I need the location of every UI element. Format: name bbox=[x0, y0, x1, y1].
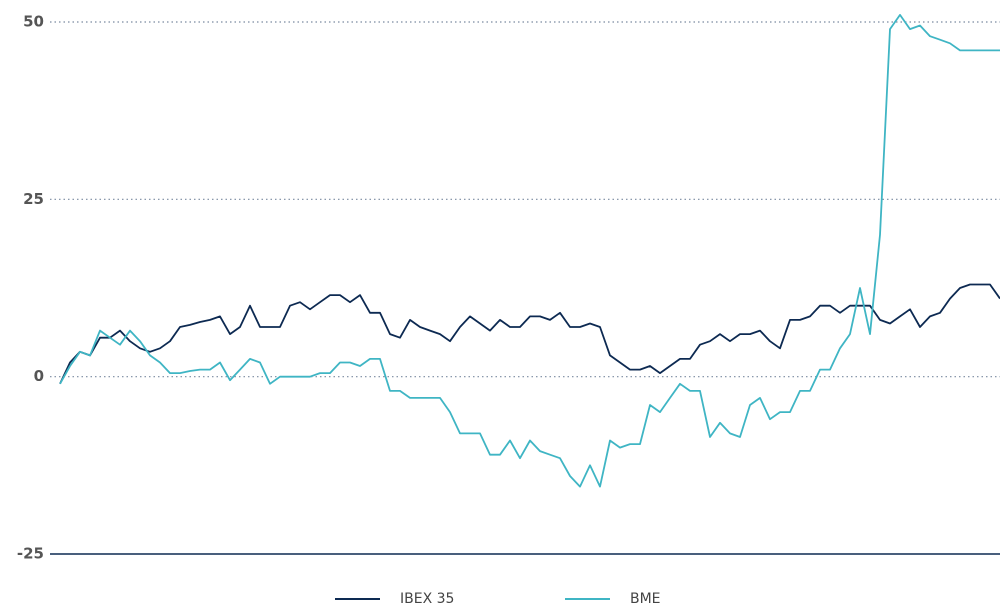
y-tick-label: 50 bbox=[23, 13, 44, 31]
legend-label: IBEX 35 bbox=[400, 591, 454, 606]
y-tick-label: -25 bbox=[17, 545, 44, 563]
legend-label: BME bbox=[630, 591, 661, 606]
line-series bbox=[59, 283, 1000, 385]
line-series bbox=[59, 14, 1000, 488]
y-tick-label: 0 bbox=[34, 367, 44, 385]
y-tick-label: 25 bbox=[23, 190, 44, 208]
